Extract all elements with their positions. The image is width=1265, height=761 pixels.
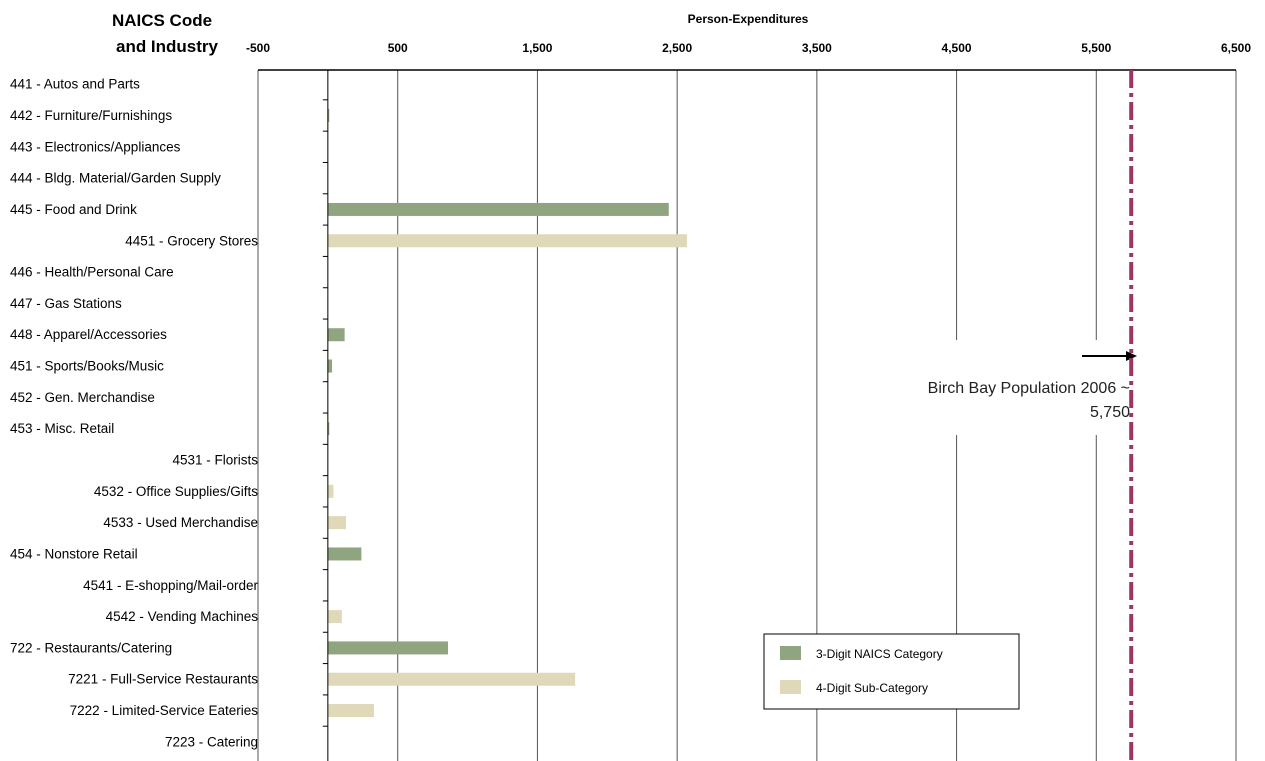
bars — [327, 108, 687, 718]
category-label: 4531 - Florists — [172, 453, 258, 468]
bar — [327, 202, 669, 216]
bar — [327, 484, 334, 498]
y-header-line-2: and Industry — [116, 37, 219, 56]
bar — [327, 704, 374, 718]
category-label: 4533 - Used Merchandise — [103, 515, 258, 530]
category-label: 451 - Sports/Books/Music — [10, 359, 164, 374]
category-label: 441 - Autos and Parts — [10, 77, 140, 92]
x-tick-label: 5,500 — [1081, 41, 1111, 55]
x-tick-label: 6,500 — [1221, 41, 1251, 55]
legend-swatch-4-digit — [780, 680, 801, 694]
bar — [327, 328, 345, 342]
legend-label-3-digit: 3-Digit NAICS Category — [816, 647, 943, 661]
category-label: 7222 - Limited-Service Eateries — [70, 703, 259, 718]
y-ticks — [322, 99, 328, 727]
category-label: 4532 - Office Supplies/Gifts — [94, 484, 258, 499]
x-tick-label: -500 — [246, 41, 270, 55]
category-label: 454 - Nonstore Retail — [10, 546, 138, 561]
category-label: 444 - Bldg. Material/Garden Supply — [10, 171, 221, 186]
bar — [327, 672, 576, 686]
y-header-line-1: NAICS Code — [112, 11, 212, 30]
bar — [327, 422, 330, 436]
category-label: 4541 - E-shopping/Mail-order — [83, 578, 258, 593]
bar — [327, 108, 330, 122]
reference-annotation-line-2: 5,750 — [1090, 404, 1130, 421]
bar — [327, 359, 333, 373]
x-tick-label: 500 — [388, 41, 408, 55]
category-label: 4451 - Grocery Stores — [125, 233, 258, 248]
bar — [327, 610, 342, 624]
legend-swatch-3-digit — [780, 646, 801, 660]
x-tick-label: 1,500 — [522, 41, 552, 55]
x-axis-title: Person-Expenditures — [688, 12, 809, 26]
x-tick-label: 3,500 — [802, 41, 832, 55]
legend-box — [763, 633, 1020, 710]
x-tick-label: 4,500 — [942, 41, 972, 55]
bar — [327, 516, 347, 530]
legend: 3-Digit NAICS Category 4-Digit Sub-Categ… — [763, 633, 1020, 710]
x-tick-labels: -500 500 1,500 2,500 3,500 4,500 5,500 6,500 — [246, 41, 1251, 55]
category-label: 453 - Misc. Retail — [10, 421, 114, 436]
x-tick-label: 2,500 — [662, 41, 692, 55]
category-label: 442 - Furniture/Furnishings — [10, 108, 172, 123]
legend-label-4-digit: 4-Digit Sub-Category — [816, 681, 928, 695]
category-label: 722 - Restaurants/Catering — [10, 640, 172, 655]
category-label: 448 - Apparel/Accessories — [10, 327, 167, 342]
bar — [327, 234, 687, 248]
reference-annotation-line-1: Birch Bay Population 2006 ~ — [928, 380, 1130, 397]
annotation-arrow-head — [1126, 351, 1137, 361]
category-label: 452 - Gen. Merchandise — [10, 390, 155, 405]
category-label: 445 - Food and Drink — [10, 202, 137, 217]
category-label: 7221 - Full-Service Restaurants — [68, 672, 258, 687]
bar — [327, 547, 362, 561]
category-label: 4542 - Vending Machines — [106, 609, 259, 624]
category-label: 446 - Health/Personal Care — [10, 265, 174, 280]
category-label: 447 - Gas Stations — [10, 296, 122, 311]
category-label: 443 - Electronics/Appliances — [10, 139, 181, 154]
category-labels: 441 - Autos and Parts 442 - Furniture/Fur… — [10, 77, 259, 750]
bar — [327, 641, 449, 655]
category-label: 7223 - Catering — [165, 734, 258, 749]
